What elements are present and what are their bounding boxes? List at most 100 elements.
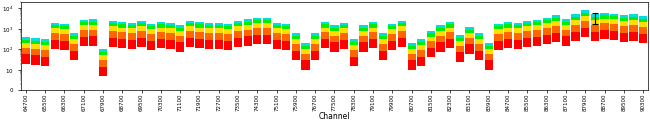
Bar — [138, 26, 146, 31]
Bar — [31, 55, 40, 65]
Bar — [436, 28, 445, 31]
Bar — [639, 34, 647, 43]
Bar — [214, 23, 223, 25]
Bar — [263, 35, 271, 44]
Bar — [244, 36, 252, 46]
Bar — [89, 22, 98, 25]
Bar — [369, 24, 377, 28]
Bar — [601, 30, 608, 39]
Bar — [60, 23, 68, 26]
Bar — [320, 22, 329, 24]
Bar — [495, 23, 502, 26]
Bar — [552, 26, 560, 33]
Bar — [244, 30, 252, 36]
Bar — [80, 25, 88, 30]
Bar — [330, 36, 339, 42]
Bar — [456, 52, 464, 62]
Bar — [514, 40, 522, 49]
Bar — [388, 41, 396, 50]
Bar — [80, 30, 88, 37]
Bar — [138, 38, 146, 47]
Bar — [311, 51, 319, 60]
Bar — [176, 36, 184, 42]
Bar — [552, 21, 560, 26]
Bar — [543, 23, 551, 28]
Bar — [543, 18, 551, 20]
Bar — [427, 31, 435, 33]
X-axis label: Channel: Channel — [318, 112, 350, 121]
Bar — [138, 31, 146, 38]
Bar — [456, 46, 464, 52]
Bar — [436, 31, 445, 36]
Bar — [398, 38, 406, 47]
Bar — [311, 39, 319, 44]
Bar — [446, 28, 454, 32]
Bar — [272, 28, 281, 33]
Bar — [157, 32, 165, 39]
Bar — [562, 25, 570, 30]
Bar — [166, 40, 175, 49]
Bar — [157, 28, 165, 32]
Bar — [388, 29, 396, 34]
Bar — [41, 42, 49, 45]
Bar — [495, 34, 502, 41]
Bar — [340, 23, 348, 25]
Bar — [359, 25, 367, 28]
Bar — [21, 37, 30, 40]
Bar — [495, 41, 502, 50]
Bar — [398, 31, 406, 38]
Bar — [533, 25, 541, 30]
Bar — [543, 35, 551, 44]
Bar — [350, 50, 358, 57]
Bar — [302, 49, 309, 54]
Bar — [350, 39, 358, 42]
Bar — [224, 29, 233, 34]
Bar — [214, 40, 223, 49]
Bar — [311, 33, 319, 36]
Bar — [591, 32, 599, 41]
Bar — [398, 26, 406, 31]
Bar — [485, 60, 493, 70]
Bar — [292, 39, 300, 44]
Bar — [571, 32, 580, 41]
Bar — [417, 57, 425, 66]
Bar — [234, 23, 242, 26]
Bar — [282, 34, 291, 41]
Bar — [272, 33, 281, 40]
Bar — [523, 21, 532, 23]
Bar — [629, 20, 638, 25]
Bar — [118, 39, 126, 48]
Bar — [475, 51, 483, 60]
Bar — [330, 42, 339, 52]
Bar — [99, 52, 107, 55]
Bar — [80, 22, 88, 25]
Bar — [60, 41, 68, 50]
Bar — [533, 22, 541, 25]
Bar — [543, 20, 551, 23]
Bar — [157, 39, 165, 48]
Bar — [41, 50, 49, 57]
Bar — [244, 19, 252, 22]
Bar — [99, 55, 107, 60]
Bar — [176, 42, 184, 52]
Bar — [340, 40, 348, 49]
Bar — [417, 50, 425, 57]
Bar — [552, 15, 560, 18]
Bar — [629, 17, 638, 20]
Bar — [523, 31, 532, 38]
Bar — [320, 28, 329, 32]
Bar — [369, 22, 377, 24]
Bar — [629, 25, 638, 32]
Bar — [109, 26, 117, 31]
Bar — [619, 26, 628, 33]
Bar — [176, 25, 184, 28]
Bar — [427, 37, 435, 41]
Bar — [330, 28, 339, 31]
Bar — [302, 43, 309, 46]
Bar — [359, 28, 367, 31]
Bar — [465, 45, 474, 54]
Bar — [196, 24, 203, 28]
Bar — [504, 32, 512, 39]
Bar — [31, 44, 40, 49]
Bar — [254, 18, 261, 20]
